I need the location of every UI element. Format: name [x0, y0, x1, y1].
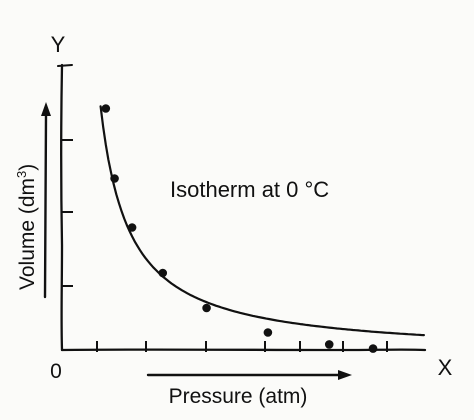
data-point-3 [127, 223, 137, 232]
x-axis-label: Pressure (atm) [169, 385, 308, 408]
y-axis-label-end: ) [16, 164, 39, 171]
y-axis-top-cap [57, 64, 73, 67]
data-point-5 [202, 303, 211, 313]
y-axis-ticks [62, 139, 73, 287]
data-point-1 [101, 104, 111, 113]
chart-title: Isotherm at 0 °C [170, 177, 329, 202]
y-axis-line [60, 63, 64, 352]
y-axis-label: Volume (dm3) [14, 164, 39, 290]
data-point-7 [324, 340, 334, 349]
y-axis-letter: Y [51, 32, 66, 57]
y-axis-label-main: Volume (dm [16, 178, 39, 290]
data-point-6 [263, 328, 273, 337]
y-arrow-head [41, 102, 51, 116]
x-axis-letter: X [438, 355, 453, 380]
data-points [101, 104, 378, 353]
data-point-4 [158, 268, 168, 278]
y-arrow [43, 113, 48, 299]
isotherm-curve [99, 105, 425, 337]
y-axis-label-superscript: 3 [14, 171, 29, 178]
origin-label: 0 [50, 360, 62, 383]
data-point-2 [110, 174, 119, 183]
x-arrow-head [338, 370, 352, 380]
data-point-8 [368, 344, 378, 353]
x-axis-ticks [96, 341, 388, 352]
